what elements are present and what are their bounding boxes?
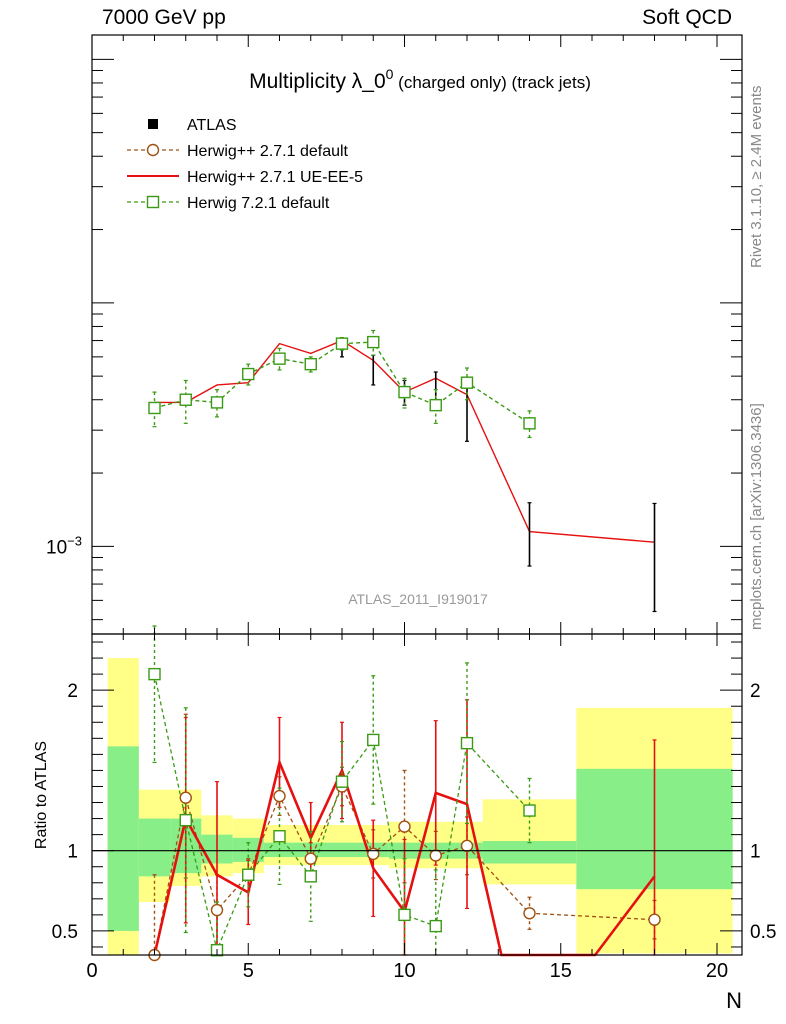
legend-atlas-marker xyxy=(148,119,158,129)
ratio-herwig7-marker xyxy=(429,919,442,933)
ratio-uncertainty-bands xyxy=(107,658,733,955)
ratio-herwig7-line xyxy=(153,673,530,953)
herwig7-marker xyxy=(242,367,255,381)
ratio-y-tick-label: 0.5 xyxy=(52,922,78,943)
herwig7-marker xyxy=(367,335,380,349)
main-y-tick-label: 10−3 xyxy=(46,533,82,558)
herwig7-marker xyxy=(210,396,224,409)
ratio-band-inner xyxy=(107,746,139,931)
ratio-herwig7-marker xyxy=(335,775,349,788)
legend-label: Herwig++ 2.7.1 UE-EE-5 xyxy=(187,169,363,186)
header-left: 7000 GeV pp xyxy=(102,6,226,29)
ratio-herwigpp-ue-line xyxy=(153,758,656,957)
ratio-band-inner xyxy=(138,818,171,877)
main-herwigpp-ue-line xyxy=(154,339,655,543)
legend: ATLAS Herwig++ 2.7.1 default Herwig++ 2.7.… xyxy=(127,117,363,212)
herwig7-marker xyxy=(460,376,474,389)
ratio-herwig7-marker xyxy=(148,667,161,681)
ratio-herwig7-marker xyxy=(304,870,317,883)
herwig7-marker xyxy=(398,385,411,399)
ratio-herwigpp-default-marker xyxy=(367,847,380,861)
x-tick-label: 10 xyxy=(393,960,415,982)
x-tick-label: 0 xyxy=(86,960,97,982)
ratio-herwig7-marker xyxy=(398,908,411,922)
header-right: Soft QCD xyxy=(642,6,732,29)
legend-label: Herwig 7.2.1 default xyxy=(187,195,330,212)
chart-title: Multiplicity λ_00 (charged only) (track … xyxy=(249,66,591,93)
legend-herwigpp-default-marker xyxy=(146,143,160,157)
ratio-plot-frame xyxy=(91,633,743,956)
ratio-axis-label: Ratio to ATLAS xyxy=(33,741,50,849)
ratio-herwig7-marker xyxy=(460,736,474,750)
ratio-herwig7-marker xyxy=(367,733,380,747)
ratio-y-tick-label-right: 1 xyxy=(750,842,761,863)
ratio-herwigpp-default-marker xyxy=(210,903,224,917)
ratio-herwigpp-default-marker xyxy=(523,907,536,920)
x-axis-label: N xyxy=(726,988,742,1013)
ratio-band-inner xyxy=(482,841,577,864)
herwig7-marker xyxy=(335,337,349,350)
legend-label: ATLAS xyxy=(187,117,237,134)
ratio-y-tick-label: 1 xyxy=(67,842,78,863)
ratio-herwigpp-default-marker xyxy=(648,913,661,926)
ratio-band-inner xyxy=(263,842,389,858)
ratio-y-tick-label: 2 xyxy=(67,681,78,702)
analysis-label: ATLAS_2011_I919017 xyxy=(348,591,488,607)
herwig7-marker xyxy=(273,352,286,365)
ratio-herwigpp-default-marker xyxy=(304,852,317,865)
herwig7-marker xyxy=(429,398,442,412)
x-tick-label: 15 xyxy=(550,960,572,982)
ratio-herwigpp-default-marker xyxy=(460,839,474,853)
x-tick-label: 5 xyxy=(243,960,254,982)
herwig7-marker xyxy=(179,393,192,406)
ratio-herwigpp-default-marker xyxy=(398,820,411,833)
ratio-herwig7-marker xyxy=(242,868,255,881)
herwig7-marker xyxy=(148,401,161,415)
herwig7-marker xyxy=(523,417,536,430)
x-tick-label: 20 xyxy=(706,960,728,982)
ratio-herwigpp-default-marker xyxy=(429,849,442,862)
ratio-y-tick-label-right: 0.5 xyxy=(750,922,776,943)
ratio-herwig7-marker xyxy=(523,804,536,817)
ratio-herwigpp-default-marker xyxy=(273,789,286,803)
ratio-herwig7-marker xyxy=(179,813,192,827)
legend-label: Herwig++ 2.7.1 default xyxy=(187,143,349,160)
ratio-herwigpp-default-marker xyxy=(179,791,192,804)
ratio-herwig7-marker xyxy=(273,830,286,843)
legend-herwig7-marker xyxy=(146,195,160,209)
herwig7-marker xyxy=(304,357,317,371)
ratio-y-tick-label-right: 2 xyxy=(750,681,761,702)
